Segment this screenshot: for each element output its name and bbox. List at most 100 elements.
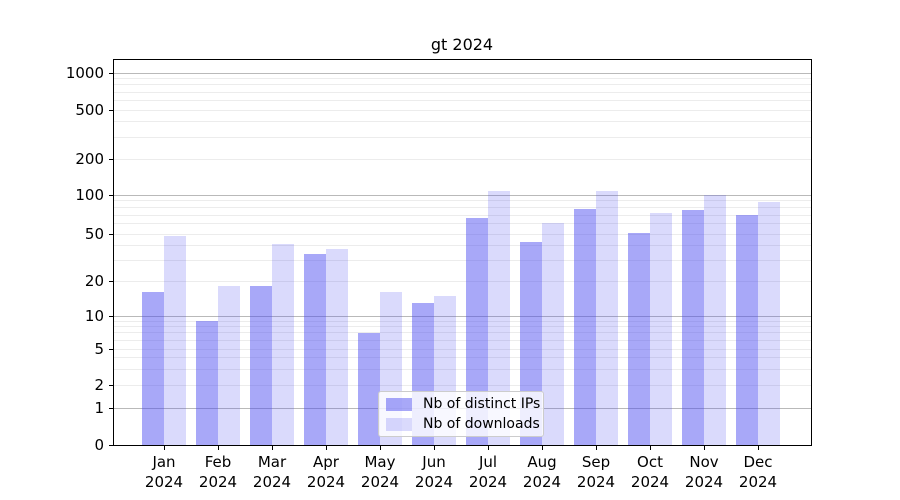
y-tick-mark-50 <box>109 233 113 235</box>
y-gridline-major-1000 <box>114 72 811 74</box>
y-gridline-minor-8 <box>114 326 811 328</box>
x-tick-label-sep: Sep 2024 <box>564 452 628 492</box>
x-tick-mark-jan <box>163 446 165 450</box>
x-tick-year-aug: 2024 <box>522 473 562 491</box>
chart-title: gt 2024 <box>430 35 494 54</box>
x-tick-month-mar: Mar <box>257 453 287 471</box>
bar-nb-of-distinct-ips-jul <box>466 217 488 445</box>
x-tick-label-mar: Mar 2024 <box>240 452 304 492</box>
x-tick-month-aug: Aug <box>527 453 557 471</box>
y-tick-mark-1000 <box>109 72 113 74</box>
x-tick-month-jun: Jun <box>422 453 446 471</box>
x-tick-year-mar: 2024 <box>252 473 292 491</box>
x-tick-month-dec: Dec <box>743 453 773 471</box>
bar-nb-of-downloads-jan <box>164 236 186 445</box>
x-tick-mark-may <box>379 446 381 450</box>
y-gridline-minor-20 <box>114 280 811 282</box>
legend: Nb of distinct IPs Nb of downloads <box>378 391 544 437</box>
y-tick-mark-500 <box>109 109 113 111</box>
y-gridline-minor-500 <box>114 109 811 111</box>
x-tick-year-sep: 2024 <box>576 473 616 491</box>
x-tick-month-may: May <box>364 453 396 471</box>
x-tick-year-jun: 2024 <box>414 473 454 491</box>
legend-swatch-downloads <box>386 417 412 431</box>
bar-nb-of-downloads-apr <box>326 249 348 445</box>
y-gridline-minor-800 <box>114 84 811 86</box>
y-gridline-minor-6 <box>114 339 811 341</box>
y-gridline-minor-300 <box>114 136 811 138</box>
x-tick-month-nov: Nov <box>689 453 719 471</box>
bar-nb-of-downloads-dec <box>758 202 780 445</box>
bar-nb-of-distinct-ips-feb <box>196 321 218 445</box>
y-gridline-minor-700 <box>114 91 811 93</box>
y-tick-mark-2 <box>109 384 113 386</box>
x-tick-mark-aug <box>541 446 543 450</box>
y-tick-mark-20 <box>109 280 113 282</box>
x-tick-label-aug: Aug 2024 <box>510 452 574 492</box>
x-tick-month-oct: Oct <box>637 453 663 471</box>
y-gridline-minor-70 <box>114 214 811 216</box>
y-gridline-minor-30 <box>114 259 811 261</box>
x-tick-label-jun: Jun 2024 <box>402 452 466 492</box>
y-tick-label-100: 100 <box>75 186 104 204</box>
x-tick-year-apr: 2024 <box>306 473 346 491</box>
x-tick-year-jan: 2024 <box>144 473 184 491</box>
y-gridline-minor-400 <box>114 121 811 123</box>
x-tick-label-jan: Jan 2024 <box>132 452 196 492</box>
y-tick-mark-5 <box>109 348 113 350</box>
y-tick-label-1: 1 <box>94 399 104 417</box>
y-tick-mark-200 <box>109 158 113 160</box>
x-tick-label-feb: Feb 2024 <box>186 452 250 492</box>
y-tick-label-5: 5 <box>94 340 104 358</box>
x-tick-month-apr: Apr <box>313 453 339 471</box>
x-tick-mark-jun <box>433 446 435 450</box>
y-gridline-minor-900 <box>114 78 811 80</box>
bar-nb-of-downloads-nov <box>704 195 726 445</box>
y-tick-mark-100 <box>109 194 113 196</box>
x-tick-mark-apr <box>325 446 327 450</box>
bar-nb-of-distinct-ips-oct <box>628 232 650 445</box>
bar-nb-of-distinct-ips-may <box>358 332 380 445</box>
y-tick-label-20: 20 <box>84 272 104 290</box>
legend-label-downloads: Nb of downloads <box>423 416 540 432</box>
bar-nb-of-downloads-mar <box>272 244 294 445</box>
x-tick-mark-sep <box>595 446 597 450</box>
legend-label-distinct-ips: Nb of distinct IPs <box>423 396 541 412</box>
x-tick-year-feb: 2024 <box>198 473 238 491</box>
y-gridline-minor-50 <box>114 233 811 235</box>
y-gridline-minor-600 <box>114 99 811 101</box>
x-tick-year-jul: 2024 <box>468 473 508 491</box>
y-tick-label-2: 2 <box>94 376 104 394</box>
y-tick-label-0: 0 <box>94 436 104 454</box>
x-tick-label-dec: Dec 2024 <box>726 452 790 492</box>
y-gridline-minor-3 <box>114 368 811 370</box>
x-tick-mark-mar <box>271 446 273 450</box>
bar-nb-of-downloads-jul <box>488 191 510 445</box>
x-tick-mark-dec <box>757 446 759 450</box>
y-gridline-minor-9 <box>114 320 811 322</box>
x-tick-year-may: 2024 <box>360 473 400 491</box>
legend-entry-downloads: Nb of downloads <box>386 416 543 432</box>
bar-nb-of-downloads-oct <box>650 213 672 445</box>
y-tick-label-50: 50 <box>84 225 104 243</box>
x-tick-year-nov: 2024 <box>684 473 724 491</box>
x-tick-label-oct: Oct 2024 <box>618 452 682 492</box>
y-gridline-minor-60 <box>114 223 811 225</box>
x-tick-label-nov: Nov 2024 <box>672 452 736 492</box>
bar-nb-of-downloads-sep <box>596 191 618 445</box>
y-tick-label-1000: 1000 <box>65 64 104 82</box>
x-tick-label-apr: Apr 2024 <box>294 452 358 492</box>
x-tick-month-feb: Feb <box>204 453 232 471</box>
y-tick-label-200: 200 <box>75 150 104 168</box>
x-tick-label-jul: Jul 2024 <box>456 452 520 492</box>
x-tick-month-jan: Jan <box>152 453 176 471</box>
bar-nb-of-distinct-ips-sep <box>574 208 596 445</box>
x-tick-year-oct: 2024 <box>630 473 670 491</box>
x-tick-mark-oct <box>649 446 651 450</box>
y-gridline-minor-40 <box>114 244 811 246</box>
bar-nb-of-distinct-ips-nov <box>682 210 704 445</box>
y-gridline-minor-200 <box>114 158 811 160</box>
plot-inner <box>114 60 811 445</box>
legend-swatch-distinct-ips <box>386 397 412 411</box>
